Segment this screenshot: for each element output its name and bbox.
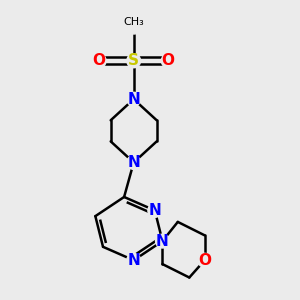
Text: N: N xyxy=(127,155,140,170)
Text: O: O xyxy=(198,253,211,268)
Text: CH₃: CH₃ xyxy=(123,17,144,28)
Circle shape xyxy=(127,92,141,106)
Text: O: O xyxy=(162,53,175,68)
Text: O: O xyxy=(93,53,106,68)
Circle shape xyxy=(122,11,145,34)
Circle shape xyxy=(127,156,141,170)
Circle shape xyxy=(127,254,141,267)
Circle shape xyxy=(198,254,212,267)
Text: N: N xyxy=(127,253,140,268)
Text: N: N xyxy=(156,234,169,249)
Circle shape xyxy=(161,54,175,68)
Circle shape xyxy=(156,234,170,248)
Text: N: N xyxy=(127,92,140,107)
Circle shape xyxy=(148,203,162,217)
Text: S: S xyxy=(128,53,139,68)
Circle shape xyxy=(127,54,141,68)
Circle shape xyxy=(92,54,106,68)
Text: N: N xyxy=(148,203,161,218)
